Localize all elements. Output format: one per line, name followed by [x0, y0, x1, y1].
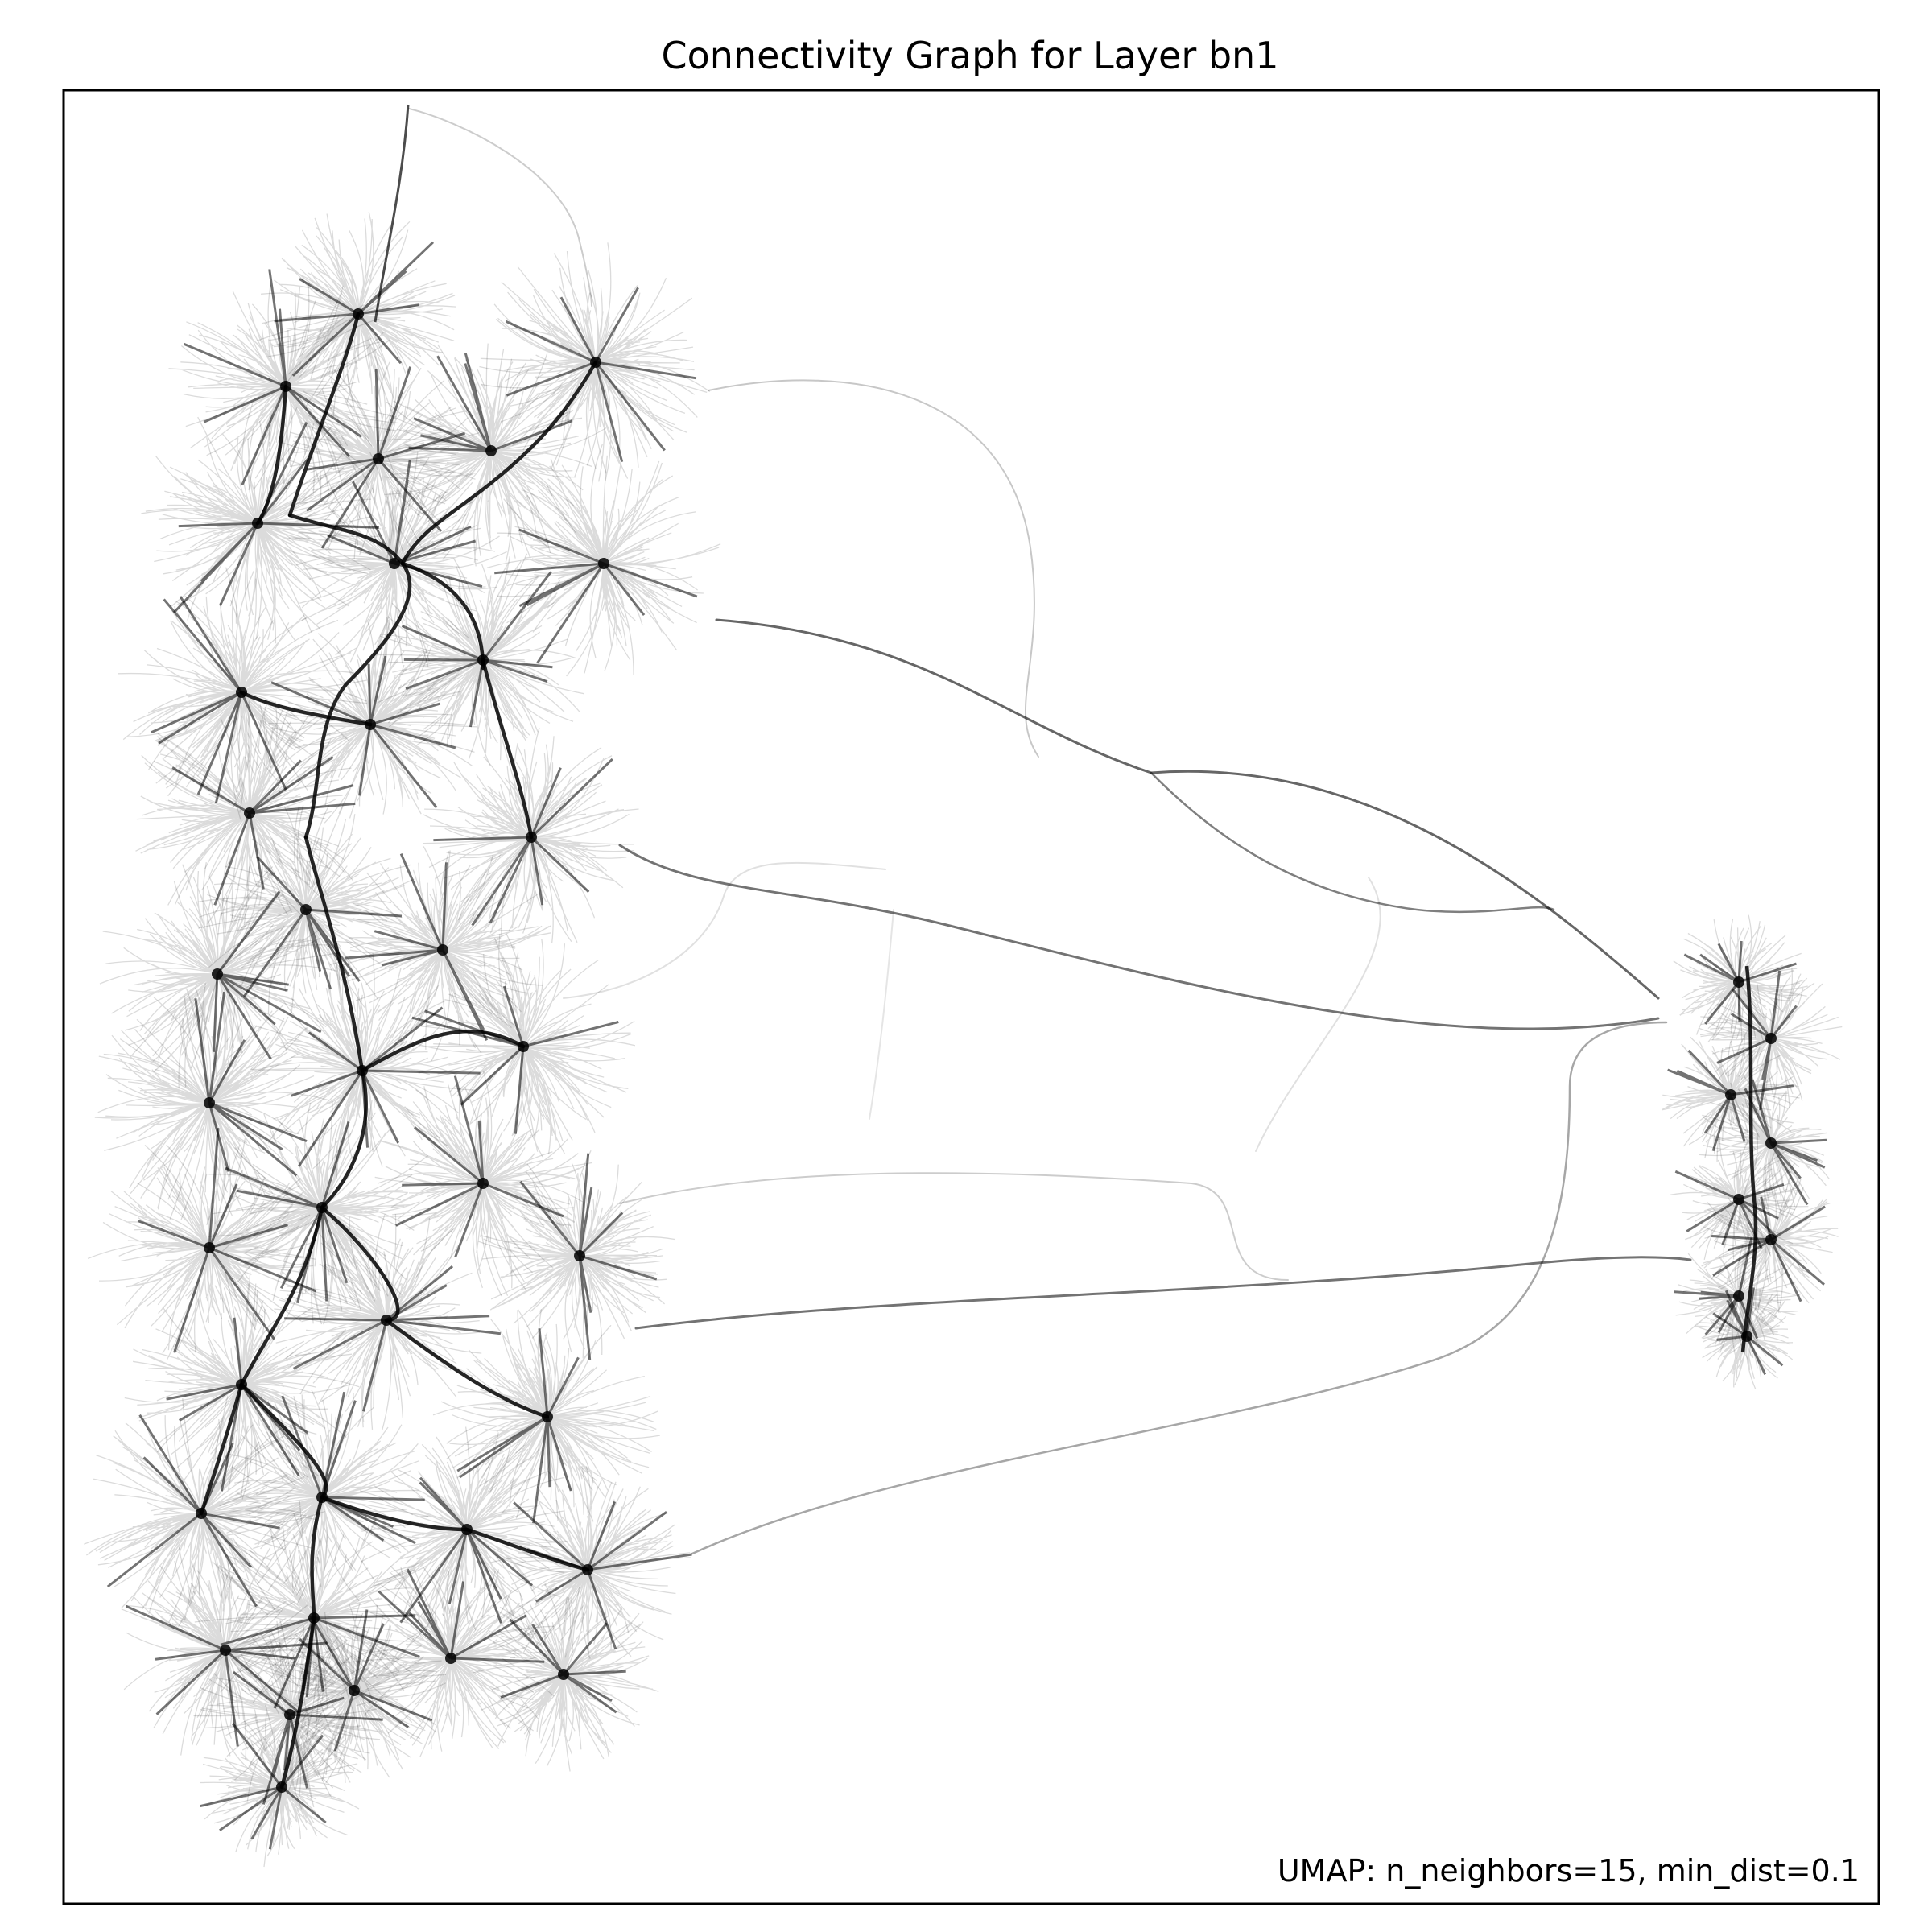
- large-cluster-backbone: [199, 312, 598, 1790]
- large-cluster-hub-33: [472, 1583, 659, 1772]
- small-cluster-hub-1: [1673, 914, 1808, 1044]
- inter-cluster-edge-4: [634, 1256, 1692, 1330]
- plot-title: Connectivity Graph for Layer bn1: [662, 34, 1279, 77]
- inter-cluster-edge-11: [869, 909, 894, 1120]
- umap-parameters-annotation: UMAP: n_neighbors=15, min_dist=0.1: [1278, 1853, 1860, 1889]
- large-cluster-hub-5: [280, 356, 480, 562]
- inter-cluster-edge-8: [408, 108, 592, 307]
- large-cluster-hub-19: [94, 981, 328, 1226]
- large-cluster-hub-22: [87, 1127, 325, 1360]
- large-cluster-hub-32: [341, 1565, 555, 1757]
- large-cluster-hub-29: [359, 1426, 568, 1634]
- large-cluster-hub-12: [135, 700, 356, 929]
- inter-cluster-edges: [374, 104, 1692, 1555]
- large-cluster-hub-20: [208, 1100, 437, 1325]
- plot-frame: [62, 89, 1880, 1905]
- large-cluster-hub-2: [257, 211, 456, 418]
- plot-area: [84, 104, 1843, 1868]
- large-cluster-hub-3: [479, 242, 711, 482]
- large-cluster-hub-8: [486, 444, 721, 677]
- large-cluster-hub-21: [374, 1071, 593, 1297]
- inter-cluster-edge-7: [708, 379, 1039, 758]
- inter-cluster-edge-3: [618, 844, 1660, 1030]
- large-cluster-hub-14: [197, 805, 415, 1023]
- small-cluster: [1662, 914, 1843, 1389]
- large-cluster-hub-9: [373, 553, 584, 766]
- large-cluster-hub-16: [99, 856, 340, 1089]
- inter-cluster-edge-10: [1255, 877, 1381, 1152]
- inter-cluster-edge-9: [563, 861, 886, 999]
- large-cluster-hub-28: [213, 1389, 429, 1605]
- large-cluster-hub-4: [375, 343, 607, 567]
- large-cluster-hub-37: [264, 1602, 447, 1784]
- small-cluster-hub-8: [1695, 1285, 1794, 1389]
- large-cluster-hub-35: [193, 1620, 383, 1810]
- large-cluster-hub-34: [121, 1546, 339, 1760]
- inter-cluster-edge-5: [691, 1021, 1668, 1555]
- inter-cluster-edge-2: [1150, 771, 1555, 914]
- inter-cluster-edge-1: [715, 618, 1660, 1000]
- large-cluster-hub-36: [200, 1704, 360, 1868]
- inter-cluster-edge-6: [619, 1172, 1289, 1281]
- large-cluster-hub-15: [329, 846, 551, 1062]
- small-cluster-backbone: [1740, 965, 1758, 1353]
- large-cluster-hub-23: [478, 1150, 675, 1360]
- large-cluster: [84, 211, 721, 1868]
- small-cluster-hub-4: [1699, 1071, 1830, 1216]
